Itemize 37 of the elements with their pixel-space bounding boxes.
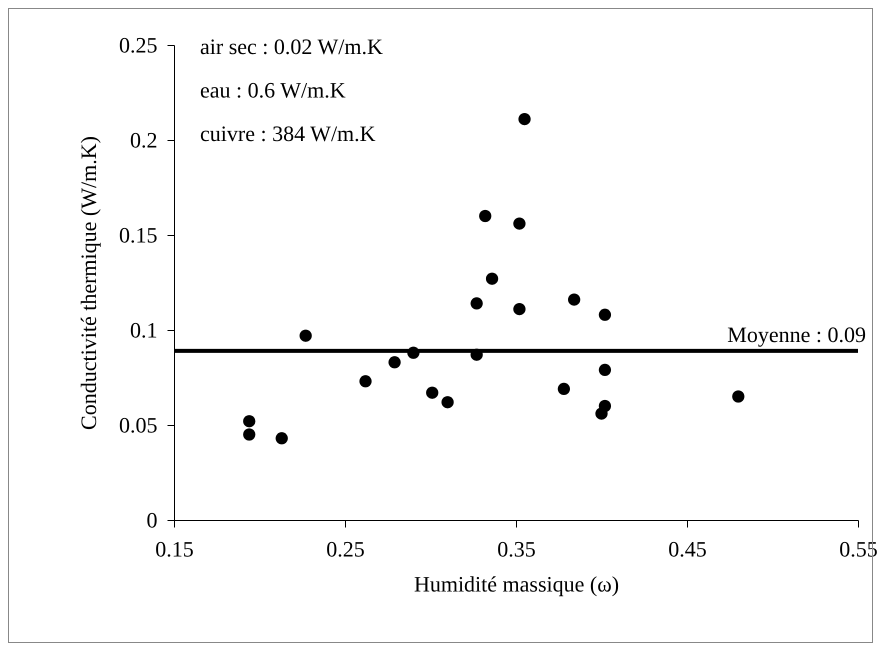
point	[243, 415, 256, 428]
point	[359, 375, 372, 388]
x-tick-label: 0.35	[497, 536, 536, 562]
point	[388, 356, 401, 368]
point	[598, 308, 612, 321]
point	[598, 364, 612, 376]
annotation: eau : 0.6 W/m.K	[200, 78, 346, 102]
x-tick-label: 0.45	[668, 536, 707, 562]
point	[276, 432, 288, 444]
x-tick-label: 0.15	[155, 536, 194, 562]
point	[513, 217, 526, 230]
point	[595, 407, 608, 420]
point	[568, 293, 580, 306]
y-axis-title: Conductivité thermique (W/m.K)	[76, 136, 101, 430]
point	[479, 210, 492, 222]
point	[426, 386, 438, 399]
y-tick-label: 0	[146, 508, 158, 532]
point	[518, 112, 531, 126]
point	[243, 428, 256, 441]
ref-line-label: Moyenne : 0.09	[727, 322, 866, 347]
annotation: cuivre : 384 W/m.K	[200, 121, 376, 146]
x-tick-label: 0.55	[839, 536, 878, 562]
y-tick-label: 0.15	[119, 222, 158, 248]
point	[441, 396, 454, 408]
point	[513, 302, 526, 316]
point	[558, 382, 570, 396]
annotation: air sec : 0.02 W/m.K	[200, 34, 383, 59]
y-tick-label: 0.1	[130, 318, 158, 342]
x-tick-label: 0.25	[326, 536, 365, 562]
point	[486, 272, 498, 285]
y-tick-label: 0.2	[130, 128, 158, 152]
point	[470, 297, 483, 310]
y-tick-label: 0.25	[119, 32, 158, 58]
y-tick-label: 0.05	[119, 412, 158, 438]
point	[300, 330, 312, 342]
point	[732, 390, 744, 403]
x-axis-title: Humidité massique (ω)	[414, 572, 620, 596]
